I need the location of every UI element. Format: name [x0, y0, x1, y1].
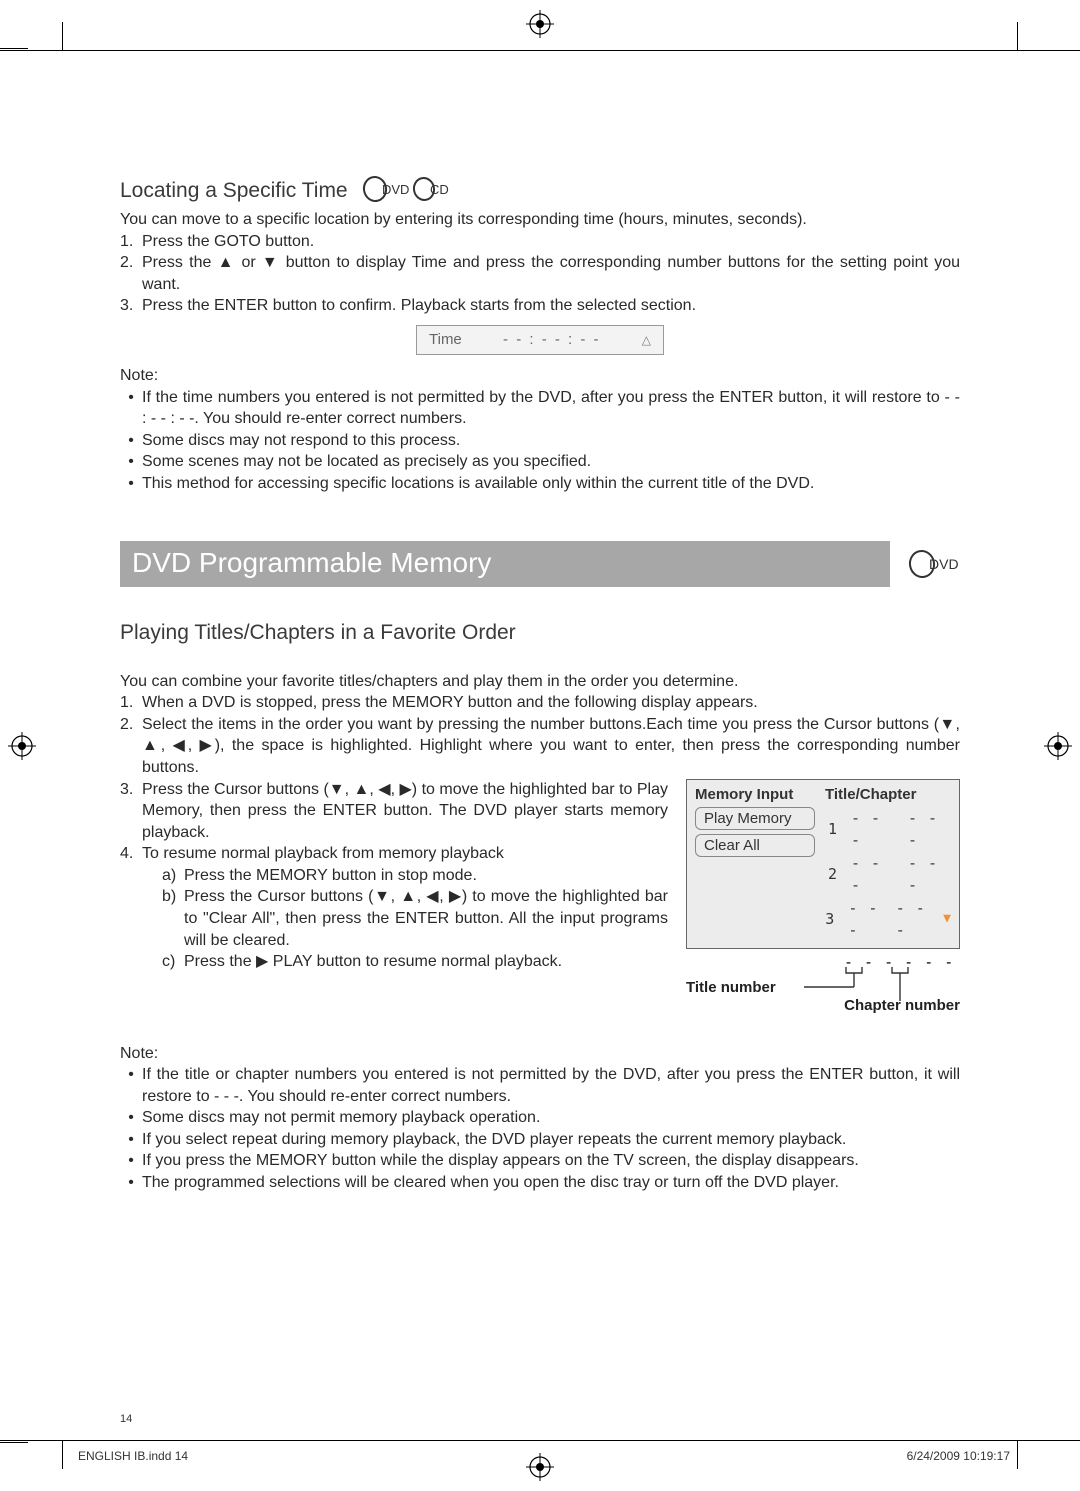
note-label: Note: [120, 365, 960, 387]
time-display-wrap: Time - - : - - : - - △ [120, 325, 960, 355]
svg-text:DVD: DVD [929, 556, 959, 572]
clear-all-button[interactable]: Clear All [695, 834, 815, 857]
section2-two-col: 3.Press the Cursor buttons (▼, ▲, ◀, ▶) … [120, 779, 960, 1015]
step4-subitems: a)Press the MEMORY button in stop mode. … [120, 865, 668, 973]
section2-steps-3-4: 3.Press the Cursor buttons (▼, ▲, ◀, ▶) … [120, 779, 668, 865]
page-number: 14 [120, 1413, 132, 1425]
memory-rows: 1- - -- - - 2- - -- - - 3- - -- - -▼ [825, 807, 951, 942]
crop-tick [1017, 1441, 1018, 1469]
section1-intro: You can move to a specific location by e… [120, 209, 960, 231]
time-display-box: Time - - : - - : - - △ [416, 325, 664, 355]
section2-steps-1-2: 1.When a DVD is stopped, press the MEMOR… [120, 692, 960, 778]
registration-mark-icon [1044, 732, 1072, 760]
time-label: Time [429, 331, 462, 348]
memory-panel-headers: Memory Input Title/Chapter [695, 786, 951, 803]
dvd-icon: DVD [362, 175, 410, 203]
registration-mark-icon [8, 732, 36, 760]
cd-icon: CD [412, 175, 454, 203]
chapter-number-label: Chapter number [844, 997, 960, 1014]
dvd-icon: DVD [908, 549, 960, 579]
crop-tick [62, 22, 63, 50]
title-number-label: Title number [686, 979, 776, 996]
memory-panel: Memory Input Title/Chapter Play Memory C… [686, 779, 960, 949]
crop-line-top [0, 50, 1080, 51]
time-value: - - : - - : - - [496, 331, 608, 348]
play-memory-button[interactable]: Play Memory [695, 807, 815, 830]
memory-annotations: - - - - - - Title number Chapter number [686, 953, 960, 1015]
registration-mark-icon [526, 10, 554, 38]
section2-bar-row: DVD Programmable Memory DVD [120, 541, 960, 587]
triangle-down-icon: ▼ [943, 909, 951, 929]
section1-steps: 1.Press the GOTO button. 2.Press the ▲ o… [120, 231, 960, 317]
section2-notes: •If the title or chapter numbers you ent… [120, 1064, 960, 1194]
crop-tick [0, 1442, 28, 1443]
section2-bar: DVD Programmable Memory [120, 541, 890, 587]
note-label-2: Note: [120, 1043, 960, 1065]
memory-header-2: Title/Chapter [825, 786, 951, 803]
page-content: Locating a Specific Time DVD CD You can … [120, 175, 960, 1371]
crop-tick [62, 1441, 63, 1469]
section2-intro: You can combine your favorite titles/cha… [120, 671, 960, 693]
memory-header-1: Memory Input [695, 786, 825, 803]
svg-text:CD: CD [430, 182, 449, 197]
print-footer: ENGLISH IB.indd 14 6/24/2009 10:19:17 [78, 1449, 1010, 1463]
triangle-up-icon: △ [642, 333, 651, 347]
crop-line-bottom [0, 1440, 1080, 1441]
section1-title: Locating a Specific Time [120, 179, 348, 203]
crop-tick [0, 48, 28, 49]
disc-icons: DVD CD [362, 175, 454, 203]
section2-subhead: Playing Titles/Chapters in a Favorite Or… [120, 621, 960, 645]
svg-text:DVD: DVD [382, 182, 409, 197]
section1-notes: •If the time numbers you entered is not … [120, 387, 960, 495]
section1-title-row: Locating a Specific Time DVD CD [120, 175, 960, 203]
crop-tick [1017, 22, 1018, 50]
footer-left: ENGLISH IB.indd 14 [78, 1449, 188, 1463]
footer-right: 6/24/2009 10:19:17 [907, 1449, 1010, 1463]
